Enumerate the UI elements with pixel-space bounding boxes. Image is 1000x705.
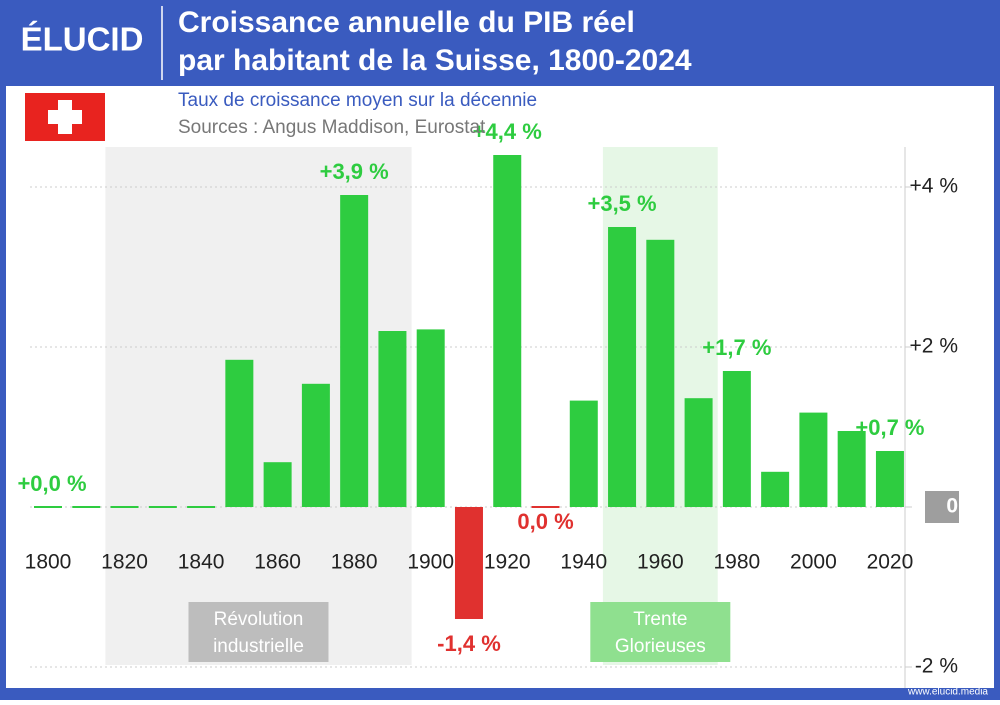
y-tick-label: 0 (946, 495, 958, 518)
bar (837, 431, 866, 507)
x-tick-label: 1820 (101, 551, 148, 574)
x-tick-label: 1960 (637, 551, 684, 574)
bar (608, 227, 637, 507)
value-label: +3,5 % (587, 191, 656, 216)
subtitle: Taux de croissance moyen sur la décennie (178, 90, 537, 111)
bar (110, 506, 139, 508)
bar (34, 506, 62, 508)
value-label: +0,0 % (17, 471, 86, 496)
bar (454, 507, 483, 619)
zero-box (925, 491, 959, 523)
footer: www.elucid.media (907, 687, 988, 698)
bar (684, 398, 713, 507)
bar (416, 329, 445, 507)
flag-cross (48, 110, 82, 124)
source: Sources : Angus Maddison, Eurostat (178, 117, 486, 138)
value-label: +0,7 % (855, 415, 924, 440)
plot: -2 % 0 +2 % +4 % Révolution industrielle Trent… (17, 119, 959, 688)
era-label: Trente (633, 609, 687, 630)
x-tick-label: 1880 (331, 551, 378, 574)
value-label: +4,4 % (473, 119, 542, 144)
x-tick-label: 1840 (178, 551, 225, 574)
era-label: Glorieuses (615, 636, 706, 657)
bar (531, 506, 560, 508)
bar (148, 506, 177, 508)
bar (761, 471, 790, 507)
bar (72, 506, 101, 508)
bar (799, 412, 828, 507)
value-label: 0,0 % (517, 509, 573, 534)
x-tick-label: 1980 (714, 551, 761, 574)
x-tick-label: 1940 (560, 551, 607, 574)
era-label-box (188, 602, 329, 662)
value-label: +3,9 % (320, 159, 389, 184)
x-tick-label: 1900 (407, 551, 454, 574)
logo: ÉLUCID (21, 21, 144, 58)
x-tick-label: 1800 (25, 551, 72, 574)
value-label: -1,4 % (437, 631, 501, 656)
bar (225, 359, 254, 507)
bar (340, 195, 369, 507)
bar (569, 400, 598, 507)
bar (187, 506, 216, 508)
bar (875, 451, 904, 507)
y-tick-label: -2 % (915, 655, 958, 678)
chart-title: Croissance annuelle du PIB réel (178, 6, 635, 39)
x-tick-label: 2020 (867, 551, 914, 574)
era-label: Révolution (214, 609, 304, 630)
x-tick-label: 1860 (254, 551, 301, 574)
bar (493, 155, 522, 507)
y-tick-label: +4 % (910, 175, 958, 198)
bar (646, 239, 675, 508)
era-label: industrielle (213, 636, 304, 657)
era-label-box (590, 602, 731, 662)
bar (263, 462, 292, 507)
x-tick-label: 1920 (484, 551, 531, 574)
bar (722, 371, 751, 507)
x-tick-label: 2000 (790, 551, 837, 574)
y-tick-label: +2 % (910, 335, 958, 358)
value-label: +1,7 % (702, 335, 771, 360)
bar (378, 331, 407, 507)
bar (301, 383, 330, 507)
chart-title: par habitant de la Suisse, 1800-2024 (178, 44, 692, 77)
